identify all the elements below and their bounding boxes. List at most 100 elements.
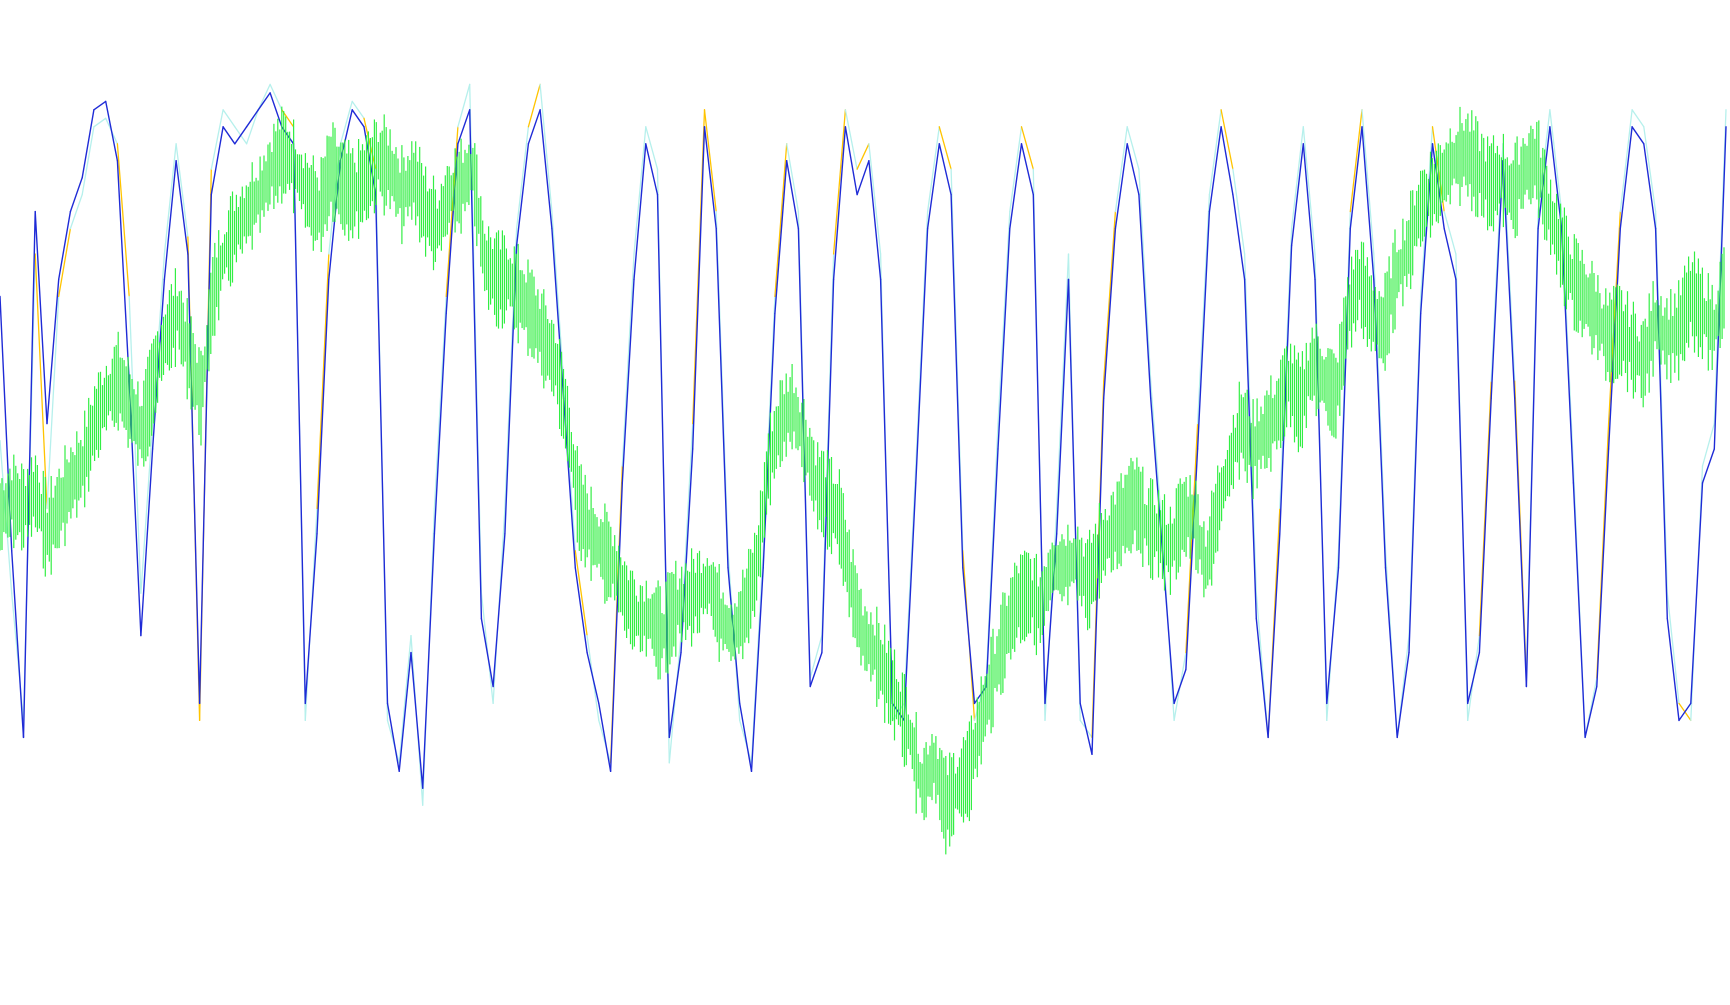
oscillator-falling-segment	[1513, 397, 1528, 688]
oscillator-falling-segment	[81, 109, 95, 179]
oscillator-falling-segment	[1314, 278, 1328, 705]
oscillator-falling-segment	[1701, 448, 1716, 484]
oscillator-falling-segment	[245, 109, 259, 128]
oscillator-falling-segment	[762, 312, 776, 569]
oscillator-falling-segment	[527, 109, 541, 145]
oscillator-falling-segment	[985, 448, 999, 688]
oscillator-falling-segment	[832, 126, 847, 281]
oscillator-falling-segment	[198, 193, 213, 705]
oscillator-falling-segment	[1572, 482, 1586, 739]
oscillator-falling-segment	[457, 109, 471, 145]
oscillator-rising-segment	[938, 126, 952, 170]
oscillator-rising-segment	[1607, 210, 1621, 425]
oscillator-rising-segment	[1196, 193, 1211, 425]
oscillator-falling-segment	[1549, 126, 1563, 230]
oscillator-falling-segment	[926, 143, 940, 230]
oscillator-rising-segment	[1361, 109, 1375, 255]
oscillator-rising-segment	[1549, 109, 1563, 213]
oscillator-rising-segment	[1208, 109, 1222, 196]
oscillator-falling-segment	[445, 143, 459, 315]
oscillator-falling-segment	[727, 567, 741, 705]
oscillator-rising-segment	[1560, 210, 1575, 467]
oscillator-rising-segment	[1232, 168, 1246, 255]
oscillator-falling-segment	[187, 253, 201, 705]
oscillator-rising-segment	[1220, 109, 1234, 170]
oscillator-falling-segment	[34, 210, 48, 425]
oscillator-falling-segment	[1243, 278, 1258, 620]
oscillator-rising-segment	[515, 126, 530, 230]
oscillator-rising-segment	[1349, 109, 1363, 213]
oscillator-rising-segment	[398, 634, 412, 764]
oscillator-falling-segment	[515, 143, 530, 247]
series-layer	[0, 83, 1727, 855]
oscillator-rising-segment	[128, 295, 142, 594]
oscillator-falling-segment	[1643, 143, 1657, 230]
oscillator-rising-segment	[69, 193, 83, 230]
oscillator-falling-segment	[586, 651, 600, 705]
oscillator-falling-segment	[1560, 227, 1575, 484]
oscillator-rising-segment	[574, 550, 588, 637]
oscillator-falling-segment	[621, 278, 635, 484]
oscillator-falling-segment	[257, 92, 271, 111]
oscillator-falling-segment	[1020, 143, 1035, 196]
oscillator-rising-segment	[116, 143, 130, 298]
oscillator-falling-segment	[22, 210, 36, 739]
oscillator-rising-segment	[1701, 422, 1715, 467]
oscillator-falling-segment	[1455, 278, 1469, 705]
oscillator-rising-segment	[386, 719, 400, 764]
oscillator-rising-segment	[973, 677, 987, 722]
oscillator-rising-segment	[739, 719, 753, 764]
oscillator-rising-segment	[316, 253, 330, 510]
oscillator-falling-segment	[1102, 227, 1117, 399]
oscillator-rising-segment	[1126, 126, 1140, 170]
oscillator-falling-segment	[1666, 617, 1680, 722]
oscillator-falling-segment	[1596, 448, 1610, 688]
oscillator-rising-segment	[1009, 126, 1023, 213]
oscillator-rising-segment	[339, 100, 353, 145]
oscillator-rising-segment	[222, 109, 236, 128]
oscillator-falling-segment	[1055, 278, 1070, 535]
oscillator-rising-segment	[703, 109, 717, 213]
oscillator-falling-segment	[844, 126, 858, 196]
oscillator-falling-segment	[1384, 567, 1398, 739]
oscillator-rising-segment	[1619, 109, 1633, 213]
oscillator-rising-segment	[926, 126, 940, 213]
oscillator-falling-segment	[433, 312, 447, 535]
oscillator-rising-segment	[527, 83, 541, 128]
oscillator-rising-segment	[175, 143, 189, 238]
oscillator-falling-segment	[410, 651, 424, 789]
oscillator-falling-segment	[1196, 210, 1211, 450]
oscillator-falling-segment	[1678, 702, 1692, 722]
oscillator-falling-segment	[1220, 126, 1234, 196]
oscillator-falling-segment	[1337, 227, 1352, 569]
oscillator-rising-segment	[832, 109, 847, 255]
oscillator-rising-segment	[93, 117, 107, 128]
oscillator-falling-segment	[668, 651, 682, 739]
oscillator-rising-segment	[997, 210, 1011, 425]
oscillator-falling-segment	[997, 227, 1011, 450]
oscillator-falling-segment	[1279, 244, 1293, 535]
oscillator-rising-segment	[1631, 109, 1645, 128]
oscillator-rising-segment	[445, 126, 459, 298]
oscillator-falling-segment	[879, 278, 894, 705]
oscillator-falling-segment	[1584, 685, 1598, 739]
oscillator-rising-segment	[480, 592, 494, 705]
oscillator-falling-segment	[692, 126, 706, 450]
oscillator-falling-segment	[1114, 143, 1128, 230]
oscillator-falling-segment	[210, 126, 224, 196]
oscillator-falling-segment	[351, 109, 365, 128]
oscillator-falling-segment	[469, 109, 483, 620]
oscillator-rising-segment	[809, 634, 823, 679]
oscillator-falling-segment	[316, 278, 330, 535]
oscillator-rising-segment	[1666, 592, 1680, 705]
oscillator-falling-segment	[1607, 227, 1622, 450]
oscillator-falling-segment	[1361, 126, 1375, 281]
oscillator-falling-segment	[786, 159, 800, 230]
oscillator-falling-segment	[480, 617, 494, 688]
oscillator-falling-segment	[950, 193, 964, 569]
oscillator-rising-segment	[868, 143, 882, 255]
oscillator-falling-segment	[292, 143, 306, 705]
oscillator-rising-segment	[903, 465, 917, 705]
oscillator-falling-segment	[1126, 143, 1140, 196]
